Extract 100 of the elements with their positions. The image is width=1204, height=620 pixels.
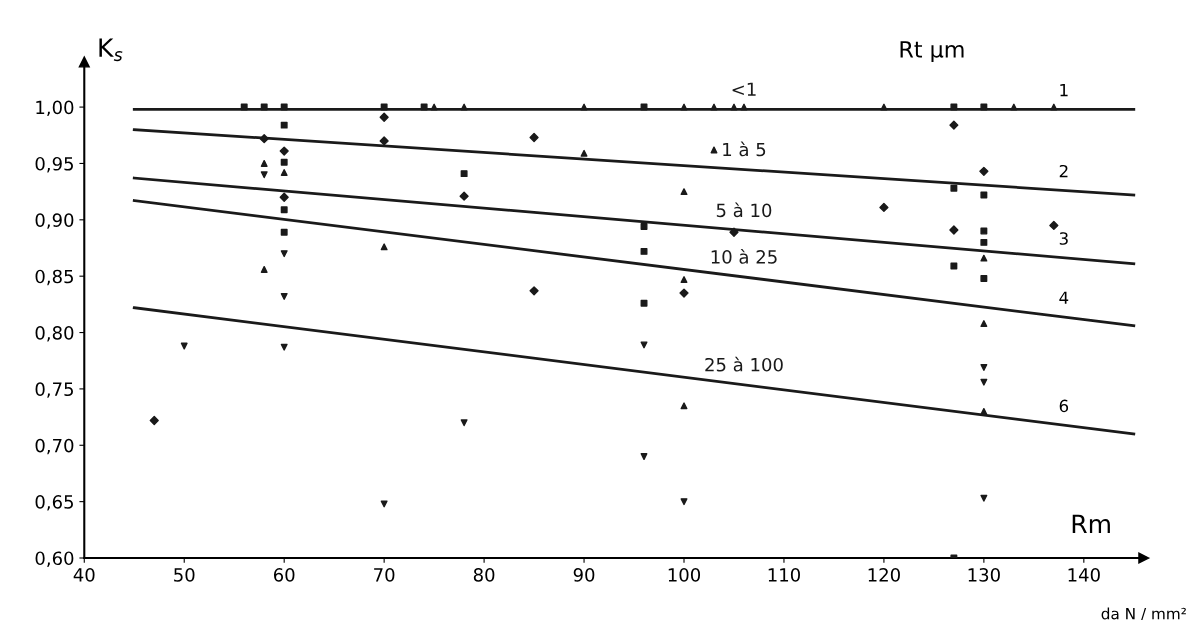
x-tick-label: 70 — [374, 568, 395, 582]
y-tick-label: 0,65 — [35, 495, 73, 511]
x-tick-label: 130 — [968, 568, 1000, 582]
point — [380, 500, 388, 508]
x-axis-title: Rm — [1072, 514, 1110, 533]
y-tick-label: 1,00 — [36, 100, 74, 117]
point — [580, 103, 588, 111]
point — [460, 419, 468, 427]
point — [280, 121, 288, 129]
series-label: 1 à 5 — [723, 141, 766, 157]
point — [640, 103, 648, 111]
y-tick-label: 0,90 — [35, 213, 74, 229]
x-tick-label: 50 — [174, 568, 195, 582]
point — [529, 132, 539, 143]
point — [280, 292, 288, 300]
point — [280, 103, 288, 111]
point — [379, 112, 389, 122]
point — [640, 247, 648, 255]
point — [640, 341, 648, 349]
point — [1050, 103, 1058, 111]
point — [380, 103, 388, 111]
point — [729, 227, 739, 237]
point — [259, 134, 269, 144]
point — [980, 364, 988, 371]
y-tick-label: 0,60 — [35, 551, 74, 567]
point — [280, 250, 288, 258]
x-tick-label: 110 — [768, 568, 800, 582]
point — [279, 146, 289, 156]
x-tick-label: 80 — [473, 568, 495, 582]
y-tick-label: 0,80 — [35, 326, 74, 342]
series-label: 10 à 25 — [711, 249, 777, 264]
point — [950, 103, 958, 111]
point — [680, 402, 688, 410]
y-tick-label: 0,95 — [35, 156, 73, 173]
annotation: Rt µm — [900, 41, 964, 62]
point — [460, 170, 468, 178]
point — [980, 407, 988, 415]
point — [980, 103, 988, 111]
point — [460, 103, 468, 111]
y-axis-title: K$_{s}$ — [99, 38, 123, 62]
y-tick-label: 0,75 — [35, 382, 73, 398]
point — [680, 276, 688, 284]
text: da N / mm² — [1101, 607, 1186, 620]
point — [740, 103, 748, 111]
point — [459, 191, 469, 201]
annotation: 2 — [1059, 164, 1068, 178]
point — [640, 299, 648, 307]
point — [950, 184, 958, 192]
point — [950, 262, 958, 270]
point — [260, 171, 268, 179]
point — [280, 158, 288, 166]
point — [430, 103, 438, 111]
point — [980, 378, 988, 386]
point — [680, 103, 688, 111]
point — [1049, 220, 1059, 231]
point — [420, 103, 428, 111]
point — [979, 166, 989, 176]
point — [949, 120, 959, 130]
point — [529, 286, 539, 296]
x-tick-label: 60 — [273, 568, 295, 582]
y-tick-label: 0,85 — [35, 269, 73, 286]
annotation: 6 — [1059, 399, 1069, 413]
point — [879, 202, 889, 213]
point — [680, 188, 688, 196]
series-label: 5 à 10 — [716, 202, 772, 218]
point — [280, 168, 288, 176]
point — [260, 159, 268, 167]
point — [980, 254, 988, 262]
x-tick-label: 40 — [73, 568, 95, 582]
point — [279, 192, 289, 202]
point — [730, 103, 738, 111]
point — [949, 225, 959, 235]
point — [980, 494, 988, 502]
point — [1010, 103, 1018, 111]
point — [280, 343, 288, 351]
x-tick-label: 140 — [1068, 568, 1100, 582]
point — [379, 136, 389, 146]
annotation: 3 — [1059, 232, 1068, 245]
series-label: 25 à 100 — [705, 356, 783, 372]
point — [380, 243, 388, 251]
point — [280, 228, 288, 236]
x-tick-label: 90 — [573, 568, 595, 582]
point — [640, 223, 648, 231]
point — [710, 103, 718, 111]
point — [240, 103, 248, 111]
annotation: 1 — [1060, 84, 1068, 97]
point — [880, 103, 888, 111]
point — [149, 415, 159, 426]
point — [640, 453, 648, 461]
x-tick-label: 120 — [868, 568, 900, 582]
point — [980, 191, 988, 199]
point — [180, 342, 188, 350]
point — [680, 498, 688, 506]
x-tick-label: 100 — [668, 568, 701, 582]
point — [980, 320, 988, 328]
point — [260, 103, 268, 111]
point — [260, 265, 268, 273]
point — [980, 227, 988, 235]
point — [980, 274, 988, 282]
point — [580, 149, 588, 157]
